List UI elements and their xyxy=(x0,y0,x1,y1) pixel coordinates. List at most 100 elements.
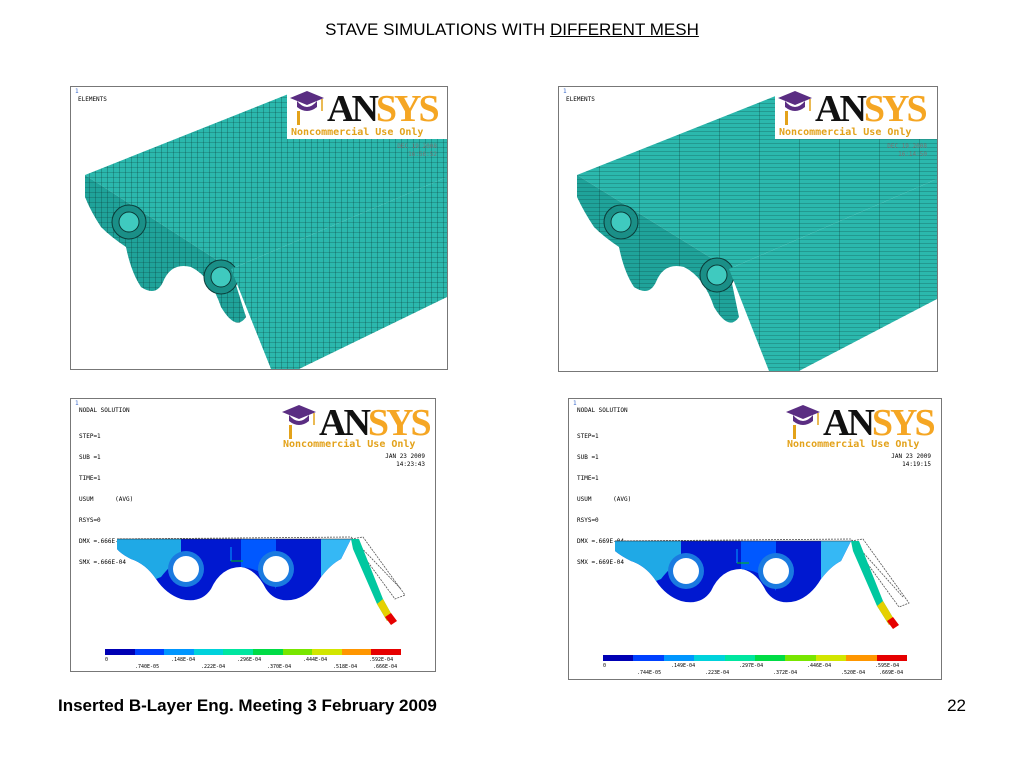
time-line: 16:14:50 xyxy=(898,151,927,158)
panel-label: ELEMENTS xyxy=(78,96,107,103)
brand-text-a: AN xyxy=(327,88,379,130)
brand-text-a: AN xyxy=(815,88,867,130)
tick-label: .444E-04 xyxy=(303,657,328,663)
time-line: 14:19:15 xyxy=(902,461,931,468)
date-line: DEC 19 2008 xyxy=(887,143,927,150)
legend-swatch xyxy=(876,655,908,661)
time-line: 16:56:52 xyxy=(408,151,437,158)
noncommercial-label: Noncommercial Use Only xyxy=(787,439,920,450)
legend-swatch xyxy=(223,649,253,655)
panel-number: 1 xyxy=(563,88,567,95)
panel-number: 1 xyxy=(75,88,79,95)
color-legend xyxy=(105,649,401,655)
info-line: RSYS=0 xyxy=(79,517,101,524)
legend-swatch xyxy=(785,655,816,661)
panel-nodal-solution-coarse: 1 NODAL SOLUTION STEP=1 SUB =1 TIME=1 US… xyxy=(70,398,436,672)
timestamp: DEC 19 2008 16:56:52 xyxy=(397,143,437,159)
tick-label: .518E-04 xyxy=(333,664,358,670)
brand-text-a: AN xyxy=(319,402,371,444)
graduation-cap-icon xyxy=(786,405,820,439)
legend-swatch xyxy=(603,655,634,661)
tick-label: .223E-04 xyxy=(705,670,730,676)
ansys-logo: ANSYS Noncommercial Use Only xyxy=(287,87,447,139)
tick-label: .372E-04 xyxy=(773,670,798,676)
panel-label: NODAL SOLUTION xyxy=(79,407,130,414)
legend-swatch xyxy=(105,649,135,655)
legend-swatch xyxy=(724,655,756,661)
noncommercial-label: Noncommercial Use Only xyxy=(291,127,424,138)
tick-label: .744E-05 xyxy=(637,670,662,676)
date-line: JAN 23 2009 xyxy=(385,453,425,460)
legend-swatch xyxy=(312,649,342,655)
info-line: USUM (AVG) xyxy=(79,496,134,503)
displacement-contour-plot xyxy=(614,538,910,629)
tick-label: .666E-04 xyxy=(373,664,398,670)
info-line: DMX =.666E-04 xyxy=(79,538,126,545)
brand-text-b: SYS xyxy=(863,88,928,130)
tick-label: .446E-04 xyxy=(807,663,832,669)
displacement-contour-plot xyxy=(116,536,406,625)
brand-text-b: SYS xyxy=(375,88,440,130)
brand-text-a: AN xyxy=(823,402,875,444)
info-line: STEP=1 xyxy=(577,433,599,440)
info-line: SUB =1 xyxy=(577,454,599,461)
legend-swatch xyxy=(755,655,786,661)
legend-swatch xyxy=(371,649,401,655)
tick-label: .520E-04 xyxy=(841,670,866,676)
color-legend xyxy=(603,655,908,661)
tick-label: .370E-04 xyxy=(267,664,292,670)
legend-swatch xyxy=(164,649,194,655)
info-line: RSYS=0 xyxy=(577,517,599,524)
panel-elements-fine: 1 ELEMENTS ANSYS Noncommercial Use Only … xyxy=(558,86,938,372)
solution-info: STEP=1 SUB =1 TIME=1 USUM (AVG) RSYS=0 D… xyxy=(577,419,631,580)
timestamp: DEC 19 2008 16:14:50 xyxy=(887,143,927,159)
legend-swatch xyxy=(134,649,165,655)
date-line: JAN 23 2009 xyxy=(891,453,931,460)
tick-label: 0 xyxy=(603,663,607,669)
tick-label: .592E-04 xyxy=(369,657,394,663)
legend-swatch xyxy=(815,655,847,661)
ansys-logo: ANSYS Noncommercial Use Only xyxy=(783,401,941,451)
legend-swatch xyxy=(193,649,224,655)
timestamp: JAN 23 2009 14:19:15 xyxy=(891,453,931,469)
panel-label: ELEMENTS xyxy=(566,96,595,103)
legend-swatch xyxy=(633,655,664,661)
legend-ticks: 0 .148E-04 .296E-04 .444E-04 .592E-04 .7… xyxy=(105,657,401,671)
timestamp: JAN 23 2009 14:23:43 xyxy=(385,453,425,469)
panel-elements-coarse: 1 ELEMENTS ANSYS Noncommercial Use Only … xyxy=(70,86,448,370)
legend-swatch xyxy=(846,655,877,661)
ansys-logo: ANSYS Noncommercial Use Only xyxy=(775,87,937,139)
panel-label: NODAL SOLUTION xyxy=(577,407,628,414)
noncommercial-label: Noncommercial Use Only xyxy=(779,127,912,138)
ansys-logo: ANSYS Noncommercial Use Only xyxy=(279,401,435,451)
legend-swatch xyxy=(694,655,725,661)
legend-swatch xyxy=(252,649,283,655)
panel-number: 1 xyxy=(75,400,79,407)
noncommercial-label: Noncommercial Use Only xyxy=(283,439,416,450)
title-underlined: DIFFERENT MESH xyxy=(549,20,699,39)
solution-info: STEP=1 SUB =1 TIME=1 USUM (AVG) RSYS=0 D… xyxy=(79,419,133,580)
footer-text: Inserted B-Layer Eng. Meeting 3 February… xyxy=(58,696,437,715)
date-line: DEC 19 2008 xyxy=(397,143,437,150)
graduation-cap-icon xyxy=(282,405,316,439)
tick-label: .297E-04 xyxy=(739,663,764,669)
slide-title: STAVE SIMULATIONS WITH DIFFERENT MESH xyxy=(0,20,1024,40)
info-line: TIME=1 xyxy=(79,475,101,482)
brand-text-b: SYS xyxy=(871,402,936,444)
page-number: 22 xyxy=(947,696,966,715)
legend-swatch xyxy=(663,655,695,661)
title-prefix: STAVE SIMULATIONS WITH xyxy=(325,20,550,39)
info-line: SMX =.669E-04 xyxy=(577,559,624,566)
info-line: SUB =1 xyxy=(79,454,101,461)
tick-label: .740E-05 xyxy=(135,664,160,670)
legend-ticks: 0 .149E-04 .297E-04 .446E-04 .595E-04 .7… xyxy=(603,663,907,677)
legend-swatch xyxy=(282,649,313,655)
tick-label: .148E-04 xyxy=(171,657,196,663)
info-line: DMX =.669E-04 xyxy=(577,538,624,545)
tick-label: .669E-04 xyxy=(879,670,904,676)
brand-text-b: SYS xyxy=(367,402,432,444)
graduation-cap-icon xyxy=(778,91,812,125)
graduation-cap-icon xyxy=(290,91,324,125)
tick-label: .296E-04 xyxy=(237,657,262,663)
tick-label: 0 xyxy=(105,657,109,663)
